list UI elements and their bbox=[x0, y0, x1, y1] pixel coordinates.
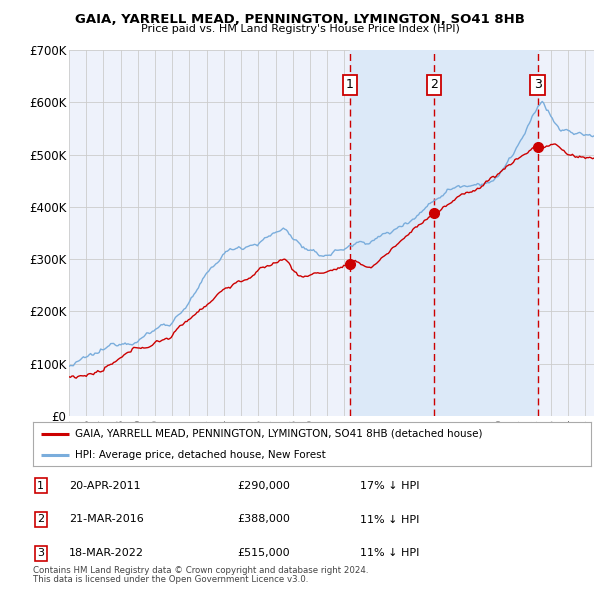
Text: 11% ↓ HPI: 11% ↓ HPI bbox=[360, 548, 419, 558]
Text: GAIA, YARRELL MEAD, PENNINGTON, LYMINGTON, SO41 8HB (detached house): GAIA, YARRELL MEAD, PENNINGTON, LYMINGTO… bbox=[75, 429, 482, 439]
Text: 1: 1 bbox=[37, 481, 44, 491]
Bar bbox=[350, 50, 538, 416]
Text: 18-MAR-2022: 18-MAR-2022 bbox=[69, 548, 144, 558]
Text: 20-APR-2011: 20-APR-2011 bbox=[69, 481, 140, 491]
Text: This data is licensed under the Open Government Licence v3.0.: This data is licensed under the Open Gov… bbox=[33, 575, 308, 584]
Text: 21-MAR-2016: 21-MAR-2016 bbox=[69, 514, 144, 525]
Text: 3: 3 bbox=[533, 78, 541, 91]
Text: HPI: Average price, detached house, New Forest: HPI: Average price, detached house, New … bbox=[75, 450, 326, 460]
Text: 1: 1 bbox=[346, 78, 353, 91]
Text: 11% ↓ HPI: 11% ↓ HPI bbox=[360, 514, 419, 525]
Text: GAIA, YARRELL MEAD, PENNINGTON, LYMINGTON, SO41 8HB: GAIA, YARRELL MEAD, PENNINGTON, LYMINGTO… bbox=[75, 13, 525, 26]
Text: Price paid vs. HM Land Registry's House Price Index (HPI): Price paid vs. HM Land Registry's House … bbox=[140, 24, 460, 34]
Text: 2: 2 bbox=[37, 514, 44, 525]
Text: 2: 2 bbox=[430, 78, 438, 91]
Text: £388,000: £388,000 bbox=[237, 514, 290, 525]
Text: 17% ↓ HPI: 17% ↓ HPI bbox=[360, 481, 419, 491]
Text: Contains HM Land Registry data © Crown copyright and database right 2024.: Contains HM Land Registry data © Crown c… bbox=[33, 566, 368, 575]
Text: £515,000: £515,000 bbox=[237, 548, 290, 558]
Text: £290,000: £290,000 bbox=[237, 481, 290, 491]
Text: 3: 3 bbox=[37, 548, 44, 558]
